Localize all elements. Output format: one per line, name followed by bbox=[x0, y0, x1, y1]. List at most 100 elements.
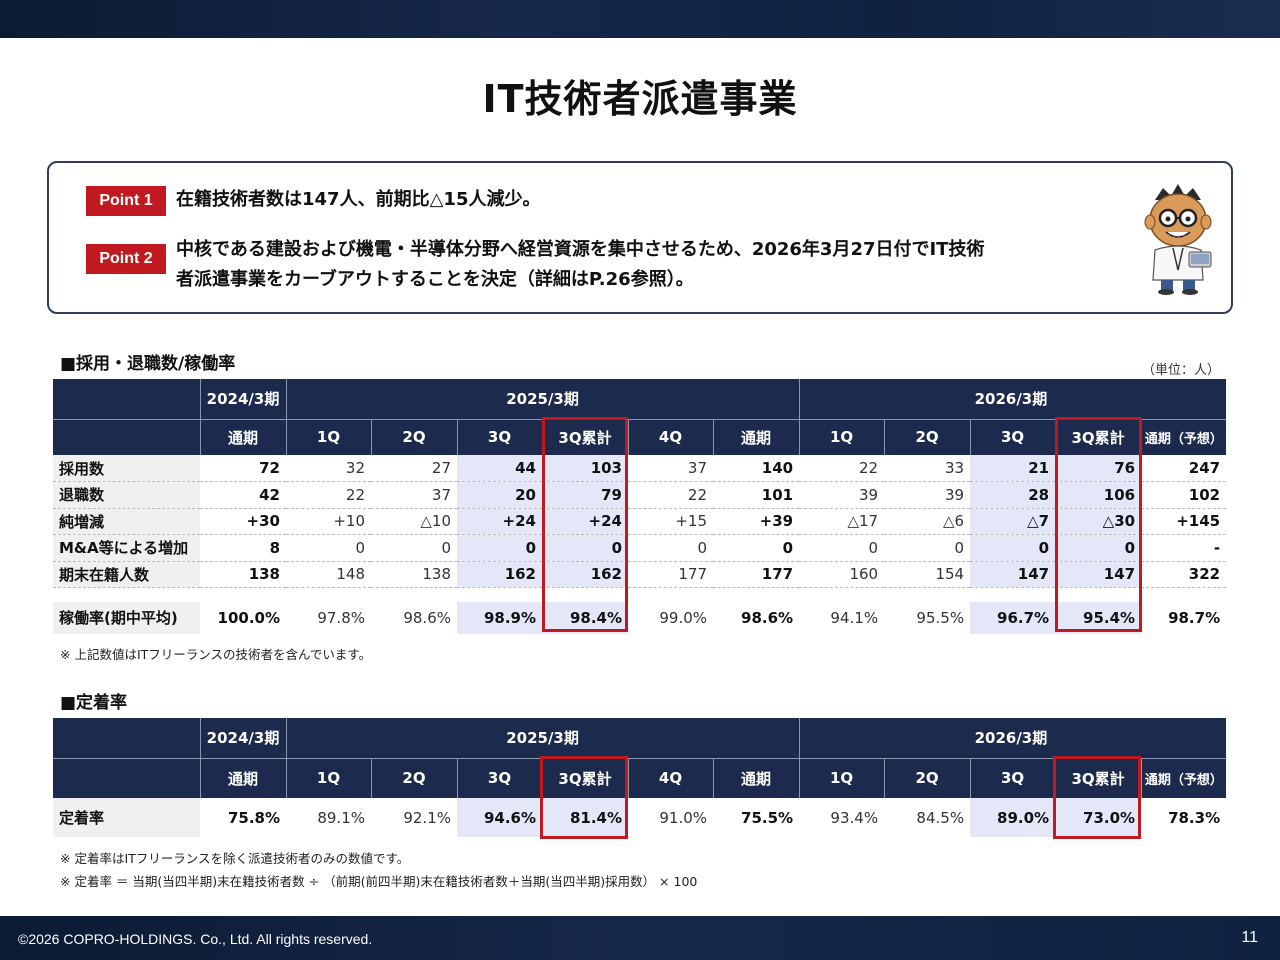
col-header: 通期 bbox=[712, 418, 800, 455]
table-cell: 106 bbox=[1055, 481, 1142, 509]
table-cell: +145 bbox=[1141, 508, 1227, 535]
col-header: 3Q bbox=[456, 757, 542, 798]
table-cell: 98.4% bbox=[542, 601, 628, 634]
row-label: 期末在籍人数 bbox=[53, 561, 200, 588]
table-cell: 0 bbox=[799, 534, 885, 562]
col-header: 2Q bbox=[370, 418, 457, 455]
table-cell: 75.5% bbox=[741, 808, 794, 827]
spacer-cell bbox=[457, 587, 542, 602]
table-cell: 160 bbox=[799, 561, 885, 588]
spacer-cell bbox=[542, 587, 628, 602]
table-cell: +10 bbox=[286, 508, 371, 535]
table-cell: 98.9% bbox=[457, 601, 542, 634]
hiring-table: 2024/3期 2025/3期 2026/3期 通期 1Q 2Q 3Q 3Q累計… bbox=[53, 379, 1227, 634]
row-label: 稼働率(期中平均) bbox=[53, 601, 200, 634]
section2-title: ■定着率 bbox=[60, 693, 128, 713]
col-header: 4Q bbox=[627, 757, 713, 798]
table-cell: +15 bbox=[628, 508, 713, 535]
table-cell: 98.6% bbox=[741, 608, 794, 627]
table-cell: 89.0% bbox=[970, 798, 1056, 837]
table-cell: 81.4% bbox=[542, 798, 628, 837]
page-number: 11 bbox=[1241, 929, 1258, 946]
table-cell: △7 bbox=[970, 508, 1056, 535]
table-cell: 32 bbox=[286, 455, 371, 482]
table-cell: 28 bbox=[970, 481, 1056, 509]
point1-badge: Point 1 bbox=[86, 186, 166, 216]
table-cell: 101 bbox=[713, 481, 800, 509]
table-cell: 37 bbox=[628, 455, 713, 482]
table-cell: 75.8% bbox=[227, 808, 280, 827]
table-cell: +24 bbox=[457, 508, 542, 535]
points-box: Point 1 在籍技術者数は147人、前期比△15人減少。 Point 2 中… bbox=[47, 161, 1233, 314]
table-cell: 94.1% bbox=[830, 608, 879, 627]
table-cell: 0 bbox=[371, 534, 457, 562]
col-header: 3Q bbox=[969, 757, 1056, 798]
header-blank bbox=[53, 757, 200, 798]
table-cell: △10 bbox=[371, 508, 457, 535]
spacer-row bbox=[53, 587, 1227, 602]
col-header: 2Q bbox=[370, 757, 457, 798]
col-header: 1Q bbox=[798, 418, 885, 455]
unit-label: （単位：人） bbox=[1141, 363, 1220, 378]
footer-band bbox=[0, 916, 1280, 960]
table-row: M&A等による増加 8 0 0 0 0 0 0 0 0 0 0- bbox=[53, 534, 1227, 562]
table-cell: 42 bbox=[200, 481, 286, 509]
table-cell: 0 bbox=[970, 534, 1056, 562]
table-cell: 0 bbox=[713, 534, 800, 562]
table-cell: 84.5% bbox=[916, 808, 965, 827]
col-header: 3Q累計 bbox=[1054, 757, 1142, 798]
table-cell: 95.5% bbox=[916, 608, 965, 627]
period-2025: 2025/3期 bbox=[285, 718, 800, 758]
spacer-cell bbox=[286, 587, 371, 602]
section1-title: ■採用・退職数/稼働率 bbox=[60, 354, 236, 374]
col-header: 3Q累計 bbox=[1054, 418, 1142, 455]
point2-text-line2: 者派遣事業をカーブアウトすることを決定（詳細はP.26参照）。 bbox=[176, 269, 694, 290]
header-blank bbox=[53, 418, 200, 455]
col-header: 4Q bbox=[627, 418, 713, 455]
table-cell: 92.1% bbox=[403, 808, 451, 827]
table-cell: 22 bbox=[286, 481, 371, 509]
col-header: 1Q bbox=[798, 757, 885, 798]
table-cell: 99.0% bbox=[659, 608, 707, 627]
table-cell: 98.6% bbox=[403, 608, 451, 627]
spacer-cell bbox=[970, 587, 1056, 602]
col-header: 3Q累計 bbox=[541, 418, 628, 455]
period-2025: 2025/3期 bbox=[285, 379, 800, 419]
col-header: 通期 bbox=[712, 757, 800, 798]
table-cell: 148 bbox=[286, 561, 371, 588]
copyright: ©2026 COPRO-HOLDINGS. Co., Ltd. All righ… bbox=[18, 931, 373, 947]
section1-note: ※ 上記数値はITフリーランスの技術者を含んでいます。 bbox=[60, 647, 372, 662]
table-cell: +30 bbox=[200, 508, 286, 535]
table-cell: 177 bbox=[628, 561, 713, 588]
row-label: 採用数 bbox=[53, 455, 200, 482]
top-banner bbox=[0, 0, 1280, 38]
table-cell: 98.7% bbox=[1168, 608, 1221, 627]
table-cell: 247 bbox=[1141, 455, 1227, 482]
spacer-cell bbox=[200, 587, 286, 602]
table-row: 期末在籍人数 138 148 138 162 162 177 177 160 154 147 147 3… bbox=[53, 561, 1227, 588]
table-cell: 96.7% bbox=[970, 601, 1056, 634]
column-header-row: 通期 1Q 2Q 3Q 3Q累計 4Q 通期 1Q 2Q 3Q 3Q累計 通期（… bbox=[53, 757, 1227, 798]
table-cell: 39 bbox=[799, 481, 885, 509]
table-cell: △17 bbox=[799, 508, 885, 535]
point1-text: 在籍技術者数は147人、前期比△15人減少。 bbox=[176, 189, 541, 210]
table-row: 退職数 42 22 37 20 79 22 101 39 39 28 106 102 bbox=[53, 481, 1227, 509]
spacer-cell bbox=[799, 587, 885, 602]
period-2026: 2026/3期 bbox=[798, 379, 1227, 419]
table-cell: 33 bbox=[884, 455, 971, 482]
spacer-cell bbox=[371, 587, 457, 602]
table-cell: 0 bbox=[457, 534, 542, 562]
table-cell: 103 bbox=[542, 455, 628, 482]
table-cell: 100.0% bbox=[217, 608, 280, 627]
header-blank bbox=[53, 718, 200, 758]
section2-note1: ※ 定着率はITフリーランスを除く派遣技術者のみの数値です。 bbox=[60, 851, 410, 866]
table-cell: 162 bbox=[542, 561, 628, 588]
row-label: 退職数 bbox=[53, 481, 200, 509]
row-label: M&A等による増加 bbox=[53, 534, 200, 562]
table-cell: 39 bbox=[884, 481, 971, 509]
page-title: IT技術者派遣事業 bbox=[482, 77, 798, 121]
spacer-cell bbox=[713, 587, 800, 602]
table-cell: 91.0% bbox=[659, 808, 707, 827]
period-2026: 2026/3期 bbox=[798, 718, 1227, 758]
table-cell: 44 bbox=[457, 455, 542, 482]
